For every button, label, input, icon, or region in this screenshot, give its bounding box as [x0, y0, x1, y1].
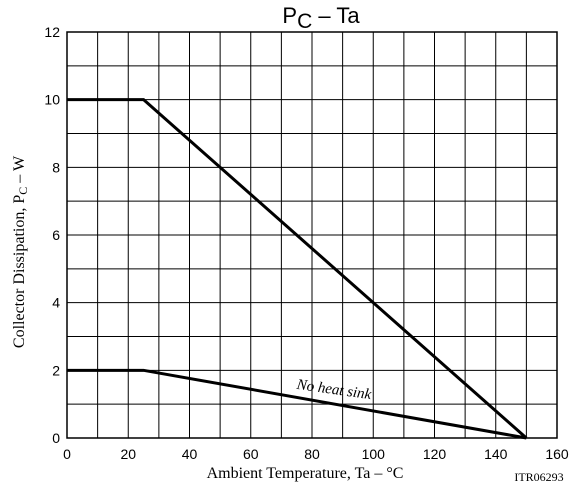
y-tick-labels: 0 2 4 6 8 10 12 — [44, 24, 60, 446]
ylabel-subscript: C — [16, 187, 30, 195]
series-lines — [67, 98, 528, 440]
y-tick-label: 6 — [52, 227, 60, 243]
x-tick-label: 140 — [484, 446, 508, 462]
y-tick-label: 2 — [52, 362, 60, 378]
y-tick-label: 12 — [44, 24, 60, 40]
y-tick-label: 8 — [52, 159, 60, 175]
x-tick-label: 100 — [362, 446, 386, 462]
y-axis-label: Collector Dissipation, PC – W — [11, 155, 30, 348]
x-tick-label: 40 — [182, 446, 198, 462]
x-tick-label: 120 — [423, 446, 447, 462]
plot-frame — [66, 31, 558, 439]
y-tick-label: 4 — [52, 295, 60, 311]
x-tick-label: 20 — [120, 446, 136, 462]
y-tick-label: 10 — [44, 92, 60, 108]
figure-id: ITR06293 — [514, 470, 563, 484]
y-tick-label: 0 — [52, 430, 60, 446]
series-line-with-heat-sink — [67, 98, 528, 440]
title-rest: – Ta — [312, 3, 360, 28]
chart-title: PC – Ta — [282, 3, 360, 33]
ylabel-rest: – W — [11, 155, 28, 187]
x-tick-label: 80 — [304, 446, 320, 462]
title-main: P — [282, 3, 297, 28]
grid-lines — [67, 32, 557, 438]
x-axis-label: Ambient Temperature, Ta – °C — [207, 465, 404, 482]
x-tick-label: 160 — [545, 446, 569, 462]
ylabel-main: Collector Dissipation, P — [11, 195, 28, 348]
x-tick-labels: 0 20 40 60 80 100 120 140 160 — [63, 446, 569, 462]
title-subscript: C — [297, 10, 312, 33]
series-line-no-heat-sink — [67, 368, 527, 440]
x-tick-label: 0 — [63, 446, 71, 462]
x-tick-label: 60 — [243, 446, 259, 462]
